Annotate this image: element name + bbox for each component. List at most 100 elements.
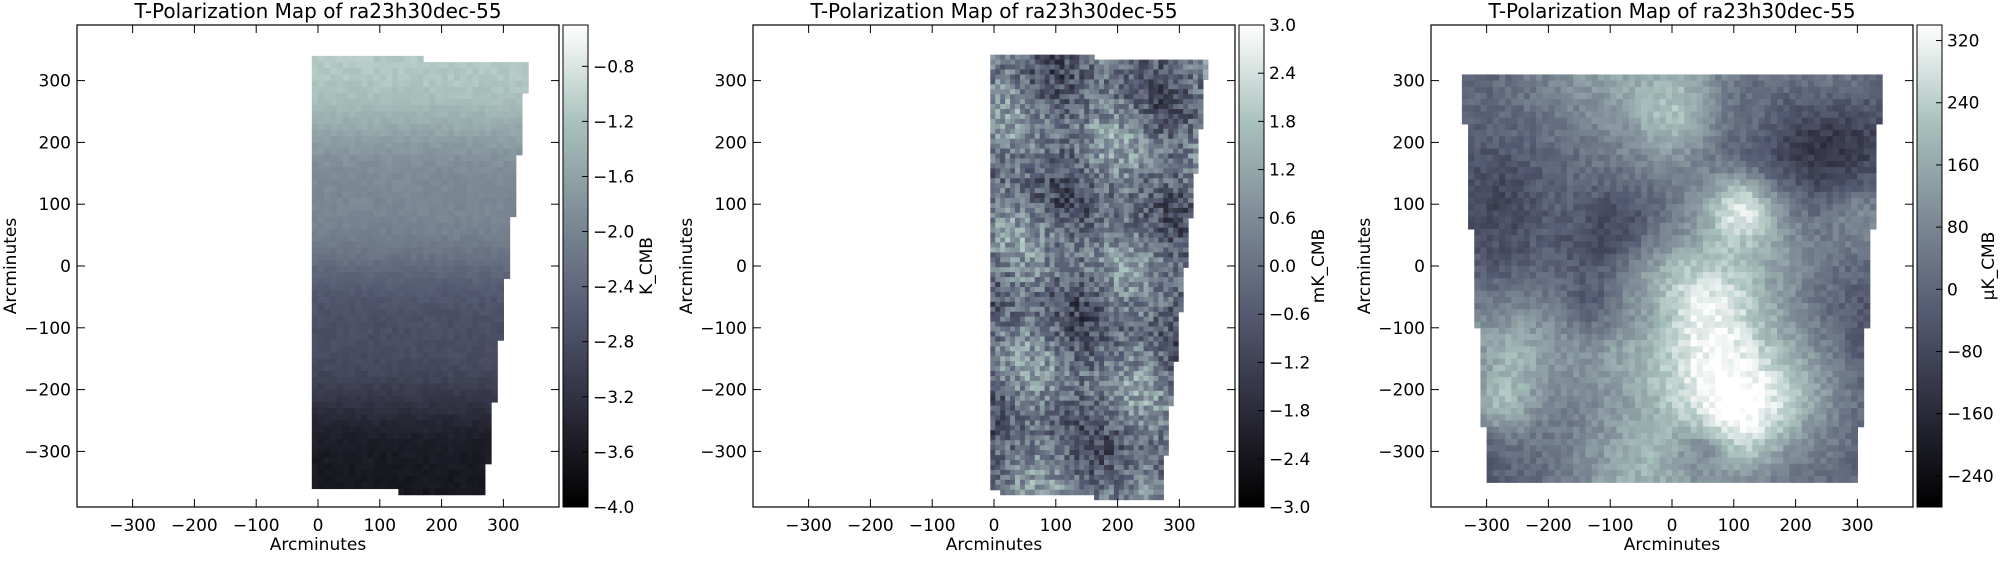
map-cell [1089, 79, 1095, 85]
map-cell [1168, 94, 1174, 100]
map-cell [1024, 232, 1031, 239]
map-cell [484, 414, 492, 422]
map-cell [330, 105, 338, 113]
map-cell [1108, 198, 1115, 204]
map-cell [385, 204, 393, 211]
map-cell [1079, 173, 1085, 179]
map-cell [1123, 242, 1130, 249]
map-cell [1153, 193, 1159, 199]
map-cell [1118, 113, 1125, 120]
map-cell [466, 284, 474, 292]
map-cell [1044, 69, 1051, 76]
map-cell [385, 432, 393, 440]
map-cell [361, 253, 369, 261]
map-cell [423, 154, 430, 162]
map-cell [441, 463, 449, 471]
map-cell [453, 296, 461, 304]
map-cell [1094, 74, 1100, 80]
map-cell [990, 361, 996, 367]
map-cell [1163, 316, 1169, 323]
map-cell [1183, 193, 1189, 199]
map-cell [355, 216, 362, 224]
map-cell [1118, 277, 1125, 283]
map-cell [1153, 242, 1159, 249]
map-cell [367, 123, 375, 131]
map-cell [318, 99, 325, 106]
map-cell [392, 414, 399, 422]
map-cell [1089, 262, 1095, 268]
map-cell [318, 296, 325, 304]
map-cell [379, 247, 387, 255]
map-cell [1064, 79, 1070, 85]
map-cell [429, 111, 437, 119]
map-cell [1143, 143, 1150, 150]
map-cell [1123, 173, 1130, 179]
map-cell [404, 154, 412, 162]
map-cell [379, 414, 387, 422]
map-cell [503, 105, 511, 113]
map-cell [1059, 89, 1066, 95]
map-cell [1084, 287, 1090, 293]
map-cell [1059, 138, 1066, 145]
map-cell [435, 142, 443, 150]
map-cell [497, 86, 504, 94]
map-cell [1059, 272, 1066, 278]
map-cell [1118, 118, 1125, 125]
map-cell [355, 198, 362, 205]
map-cell [503, 92, 511, 100]
map-cell [1029, 375, 1036, 382]
map-cell [460, 160, 467, 168]
map-cell [392, 210, 399, 218]
map-cell [410, 389, 418, 397]
map-cell [330, 160, 338, 168]
map-cell [1010, 84, 1016, 90]
map-cell [1123, 84, 1130, 90]
map-cell [478, 160, 486, 168]
map-cell [385, 377, 393, 385]
map-cell [318, 173, 325, 181]
map-cell [1089, 84, 1095, 90]
map-cell [1064, 385, 1070, 392]
map-cell [466, 352, 474, 360]
map-cell [324, 432, 331, 440]
map-cell [1049, 316, 1056, 323]
map-cell [1103, 341, 1110, 347]
map-cell [318, 408, 325, 415]
map-cell [453, 198, 461, 205]
map-cell [1153, 109, 1159, 115]
map-cell [995, 326, 1001, 333]
map-cell [1133, 188, 1140, 194]
map-cell [460, 216, 467, 224]
map-cell [1089, 222, 1095, 229]
map-cell [311, 445, 319, 452]
map-cell [1113, 311, 1120, 318]
map-cell [1044, 351, 1051, 357]
map-cell [379, 80, 387, 88]
map-cell [1168, 113, 1174, 120]
map-cell [1173, 212, 1179, 219]
map-cell [1128, 232, 1135, 239]
map-cell [1163, 277, 1169, 283]
map-cell [373, 235, 381, 242]
map-cell [447, 92, 455, 100]
map-cell [336, 451, 344, 459]
map-cell [311, 247, 319, 255]
map-cell [392, 117, 399, 125]
map-cell [404, 130, 412, 137]
map-cell [1044, 257, 1051, 263]
map-cell [361, 420, 369, 428]
map-cell [1103, 257, 1110, 263]
map-cell [336, 395, 344, 403]
map-cell [1138, 287, 1145, 293]
map-cell [1153, 153, 1159, 160]
map-cell [379, 136, 387, 144]
map-cell [311, 482, 319, 490]
map-cell [1133, 113, 1140, 120]
map-cell [1074, 237, 1080, 244]
map-cell [1000, 138, 1006, 145]
map-cell [1133, 311, 1140, 318]
map-cell [1039, 272, 1046, 278]
map-cell [453, 476, 461, 483]
map-cell [1000, 296, 1006, 303]
map-cell [484, 68, 492, 76]
